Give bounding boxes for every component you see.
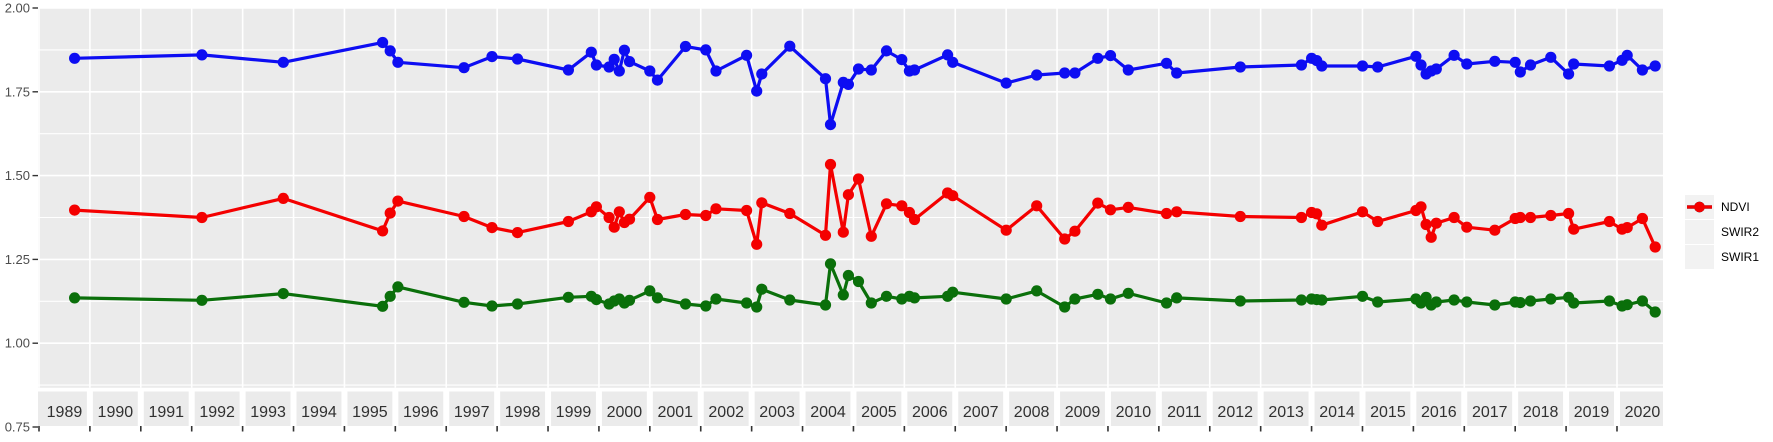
y-tick-label: 1.00 bbox=[5, 336, 30, 351]
x-tick-label: 2005 bbox=[861, 404, 897, 421]
x-tick-label: 1994 bbox=[301, 404, 337, 421]
x-tick-label: 2010 bbox=[1116, 404, 1152, 421]
series-ndvi bbox=[69, 36, 1661, 131]
axis-band-gap bbox=[1206, 391, 1213, 426]
axis-band-gap bbox=[1155, 391, 1162, 426]
axis-band-gap bbox=[392, 391, 399, 426]
x-tick-label: 2019 bbox=[1574, 404, 1610, 421]
axis-band-gap bbox=[239, 391, 246, 426]
swir1-point-line-icon bbox=[1685, 201, 1714, 269]
y-tick-label: 0.75 bbox=[5, 420, 30, 435]
axis-band-gap bbox=[1512, 391, 1519, 426]
x-tick-label: 2013 bbox=[1268, 404, 1304, 421]
legend-item-swir2: SWIR2 bbox=[1685, 201, 1760, 244]
x-tick-label: 2001 bbox=[657, 404, 693, 421]
x-tick-label: 1999 bbox=[556, 404, 592, 421]
axis-band-gap bbox=[646, 391, 653, 426]
axis-band-gap bbox=[341, 391, 348, 426]
x-tick-label: 2008 bbox=[1014, 404, 1050, 421]
axis-band-separator bbox=[38, 387, 1663, 392]
legend-item-swir1: SWIR1 bbox=[1685, 201, 1760, 269]
x-tick-label: 1992 bbox=[199, 404, 235, 421]
x-tick-label: 2006 bbox=[912, 404, 948, 421]
y-tick-label: 1.50 bbox=[5, 168, 30, 183]
axis-band-gap bbox=[443, 391, 450, 426]
axis-band-gap bbox=[1563, 391, 1570, 426]
axis-band-gap bbox=[545, 391, 552, 426]
series-swir1 bbox=[69, 158, 1661, 253]
axis-band-gap bbox=[1410, 391, 1417, 426]
axis-band-gap bbox=[188, 391, 195, 426]
y-tick-label: 2.00 bbox=[5, 1, 30, 16]
axis-band-gap bbox=[901, 391, 908, 426]
x-tick-label: 2018 bbox=[1523, 404, 1559, 421]
axis-band-gap bbox=[1613, 391, 1620, 426]
axis-band-gap bbox=[86, 391, 93, 426]
axis-band-gap bbox=[1257, 391, 1264, 426]
series-swir2 bbox=[69, 258, 1661, 318]
axis-band-gap bbox=[1003, 391, 1010, 426]
axis-band-gap bbox=[1308, 391, 1315, 426]
x-tick-label: 2015 bbox=[1370, 404, 1406, 421]
axis-band-gap bbox=[850, 391, 857, 426]
axis-band-gap bbox=[1359, 391, 1366, 426]
x-tick-label: 2009 bbox=[1065, 404, 1101, 421]
x-tick-label: 1989 bbox=[47, 404, 83, 421]
axis-band-gap bbox=[799, 391, 806, 426]
x-tick-label: 2012 bbox=[1217, 404, 1253, 421]
x-tick-label: 1990 bbox=[98, 404, 134, 421]
x-tick-label: 2011 bbox=[1167, 404, 1202, 421]
x-tick-label: 1998 bbox=[505, 404, 541, 421]
x-tick-label: 2016 bbox=[1421, 404, 1457, 421]
axis-band-gap bbox=[748, 391, 755, 426]
axis-band-gap bbox=[952, 391, 959, 426]
axis-band-gap bbox=[1054, 391, 1061, 426]
y-tick-label: 1.75 bbox=[5, 84, 30, 99]
axis-band-gap bbox=[137, 391, 144, 426]
axis-band-gap bbox=[1104, 391, 1111, 426]
x-tick-label: 1991 bbox=[148, 404, 184, 421]
x-tick-label: 2007 bbox=[963, 404, 999, 421]
x-tick-label: 2004 bbox=[810, 404, 846, 421]
x-tick-label: 2000 bbox=[607, 404, 643, 421]
y-tick-label: 1.25 bbox=[5, 252, 30, 267]
axis-band-gap bbox=[494, 391, 501, 426]
axis-band-gap bbox=[595, 391, 602, 426]
x-tick-label: 2020 bbox=[1625, 404, 1661, 421]
axis-band-gap bbox=[697, 391, 704, 426]
x-tick-label: 1993 bbox=[250, 404, 286, 421]
x-tick-label: 2017 bbox=[1472, 404, 1508, 421]
x-tick-label: 2002 bbox=[708, 404, 744, 421]
x-tick-label: 1995 bbox=[352, 404, 388, 421]
legend: NDVI SWIR2 SWIR1 bbox=[1685, 195, 1759, 269]
legend-label-ndvi: NDVI bbox=[1721, 200, 1750, 214]
x-tick-label: 1996 bbox=[403, 404, 439, 421]
x-tick-label: 2003 bbox=[759, 404, 795, 421]
axis-band-gap bbox=[290, 391, 297, 426]
x-tick-label: 2014 bbox=[1319, 404, 1355, 421]
legend-label-swir1: SWIR1 bbox=[1721, 250, 1760, 264]
axis-band-gap bbox=[1461, 391, 1468, 426]
x-tick-label: 1997 bbox=[454, 404, 490, 421]
legend-label-swir2: SWIR2 bbox=[1721, 225, 1760, 239]
swir2-point-line-icon bbox=[1685, 201, 1714, 244]
